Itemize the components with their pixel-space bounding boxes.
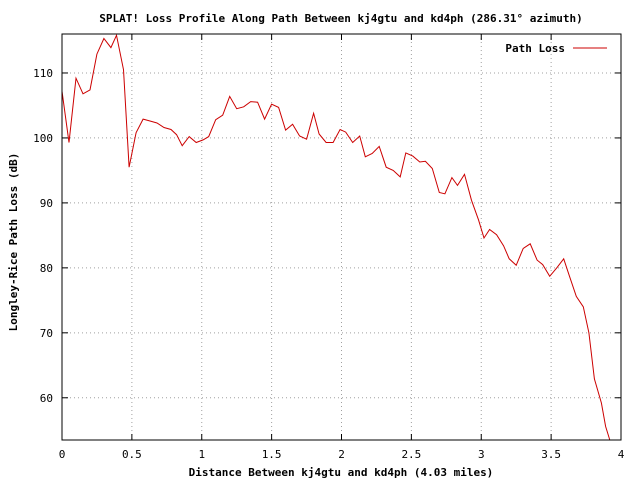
x-tick-label: 3.5 [541, 448, 561, 461]
x-axis-label: Distance Between kj4gtu and kd4ph (4.03 … [189, 466, 494, 479]
x-tick-label: 2 [338, 448, 345, 461]
series-group [61, 33, 611, 441]
x-tick-label: 1.5 [262, 448, 282, 461]
x-tick-label: 2.5 [401, 448, 421, 461]
x-tick-labels: 0 0.5 1 1.5 2 2.5 3 3.5 4 [59, 448, 625, 461]
x-tick-label: 4 [618, 448, 625, 461]
y-tick-label: 100 [33, 132, 53, 145]
x-tick-label: 0 [59, 448, 66, 461]
grid [62, 34, 621, 440]
plot-border [61, 33, 622, 441]
y-tick-label: 90 [40, 197, 53, 210]
y-tick-labels: 60 70 80 90 100 110 [33, 67, 53, 405]
x-tick-label: 3 [478, 448, 485, 461]
chart-title: SPLAT! Loss Profile Along Path Between k… [99, 12, 582, 25]
y-tick-label: 60 [40, 392, 53, 405]
y-axis-label: Longley-Rice Path Loss (dB) [7, 153, 20, 332]
series-line-path-loss [61, 33, 611, 441]
legend-label-path-loss: Path Loss [505, 42, 565, 55]
y-tick-label: 110 [33, 67, 53, 80]
x-tick-label: 0.5 [122, 448, 142, 461]
y-tick-label: 70 [40, 327, 53, 340]
y-tick-label: 80 [40, 262, 53, 275]
x-tick-label: 1 [198, 448, 205, 461]
legend: Path Loss [505, 42, 607, 55]
